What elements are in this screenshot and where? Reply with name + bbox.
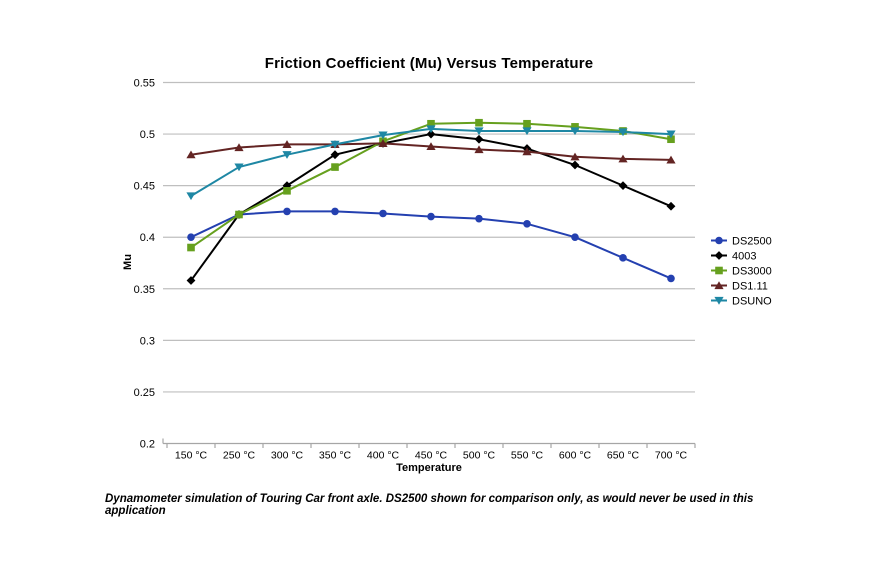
series-marker-DSUNO	[234, 163, 244, 172]
y-tick-label: 0.35	[134, 284, 155, 296]
y-tick-label: 0.25	[134, 387, 155, 399]
legend-marker-DS1.11	[714, 281, 724, 290]
series-marker-4003	[426, 129, 436, 139]
series-marker-DS1.11	[378, 139, 388, 147]
x-axis-label: Temperature	[396, 462, 462, 474]
x-tick-label: 300 °C	[271, 450, 304, 462]
series-marker-DS2500	[475, 214, 483, 223]
x-tick-label: 350 °C	[319, 450, 352, 462]
series-marker-DS3000	[331, 163, 339, 171]
series-marker-4003	[618, 181, 628, 191]
series-marker-DS3000	[187, 243, 195, 252]
legend-label-DS2500: DS2500	[732, 236, 772, 248]
series-marker-DSUNO	[666, 130, 676, 139]
series-marker-4003	[474, 134, 484, 144]
legend-label-DS1.11: DS1.11	[732, 281, 768, 293]
series-marker-4003	[330, 150, 340, 160]
series-line-4003	[190, 133, 672, 282]
series-marker-DS1.11	[282, 140, 292, 148]
series-marker-DS1.11	[186, 150, 196, 159]
series-marker-DS1.11	[618, 154, 628, 163]
series-marker-DS1.11	[666, 155, 676, 164]
x-tick-label: 450 °C	[415, 450, 448, 462]
series-marker-DS2500	[523, 220, 531, 228]
series-marker-DS1.11	[426, 142, 436, 151]
legend-marker-DS2500	[715, 236, 723, 245]
series-marker-DS2500	[571, 233, 579, 242]
series-marker-DS1.11	[522, 147, 532, 156]
x-tick-label: 650 °C	[607, 450, 640, 462]
y-axis-label: Mu	[122, 254, 134, 270]
series-marker-DS3000	[235, 210, 243, 219]
series-marker-4003	[282, 181, 292, 191]
series-marker-DSUNO	[570, 127, 580, 136]
y-tick-label: 0.3	[140, 335, 155, 347]
series-marker-DS2500	[379, 209, 387, 218]
y-tick-label: 0.2	[140, 439, 155, 451]
y-tick-label: 0.4	[140, 232, 155, 244]
legend-label-4003: 4003	[732, 251, 756, 263]
y-tick-label: 0.5	[140, 129, 155, 141]
series-marker-DS1.11	[474, 145, 484, 154]
series-marker-DS3000	[571, 123, 579, 131]
y-tick-label: 0.45	[134, 181, 155, 193]
legend-marker-DS3000	[715, 266, 723, 275]
y-tick-label: 0.55	[134, 78, 155, 90]
x-tick-label: 500 °C	[463, 450, 496, 462]
series-marker-DSUNO	[426, 125, 436, 134]
x-tick-label: 400 °C	[367, 450, 400, 462]
series-marker-DS3000	[667, 135, 675, 144]
chart-title: Friction Coefficient (Mu) Versus Tempera…	[264, 55, 594, 72]
legend-marker-DSUNO	[714, 296, 724, 305]
legend-label-DS3000: DS3000	[732, 266, 772, 278]
series-marker-DSUNO	[186, 192, 196, 201]
series-marker-DSUNO	[522, 127, 532, 136]
series-marker-DS1.11	[570, 152, 580, 161]
chart-footnote: Dynamometer simulation of Touring Car fr…	[105, 493, 754, 517]
series-marker-DS3000	[523, 119, 531, 128]
series-marker-4003	[570, 160, 580, 170]
series-marker-4003	[186, 276, 196, 285]
legend-marker-4003	[714, 251, 724, 260]
series-marker-DSUNO	[378, 131, 388, 140]
series-marker-DS3000	[475, 118, 483, 127]
series-marker-DS2500	[667, 274, 675, 283]
series-marker-DSUNO	[474, 127, 484, 136]
series-marker-DSUNO	[282, 151, 292, 159]
series-marker-DS2500	[619, 254, 627, 262]
x-tick-label: 550 °C	[511, 450, 544, 462]
x-tick-label: 150 °C	[175, 450, 208, 462]
x-tick-label: 700 °C	[655, 450, 688, 462]
series-marker-DS3000	[427, 119, 435, 128]
series-line-DS2500	[190, 210, 672, 280]
x-tick-label: 250 °C	[223, 450, 256, 462]
series-marker-DS1.11	[234, 143, 244, 152]
x-tick-label: 600 °C	[559, 450, 592, 462]
series-marker-DS3000	[283, 187, 291, 195]
series-marker-DS2500	[427, 212, 435, 221]
series-marker-DS2500	[187, 233, 195, 242]
series-marker-DSUNO	[330, 140, 340, 149]
series-marker-DSUNO	[618, 128, 628, 137]
legend-label-DSUNO: DSUNO	[732, 296, 772, 308]
series-marker-4003	[666, 201, 676, 211]
series-marker-DS2500	[331, 207, 339, 216]
series-marker-DS2500	[283, 207, 291, 216]
